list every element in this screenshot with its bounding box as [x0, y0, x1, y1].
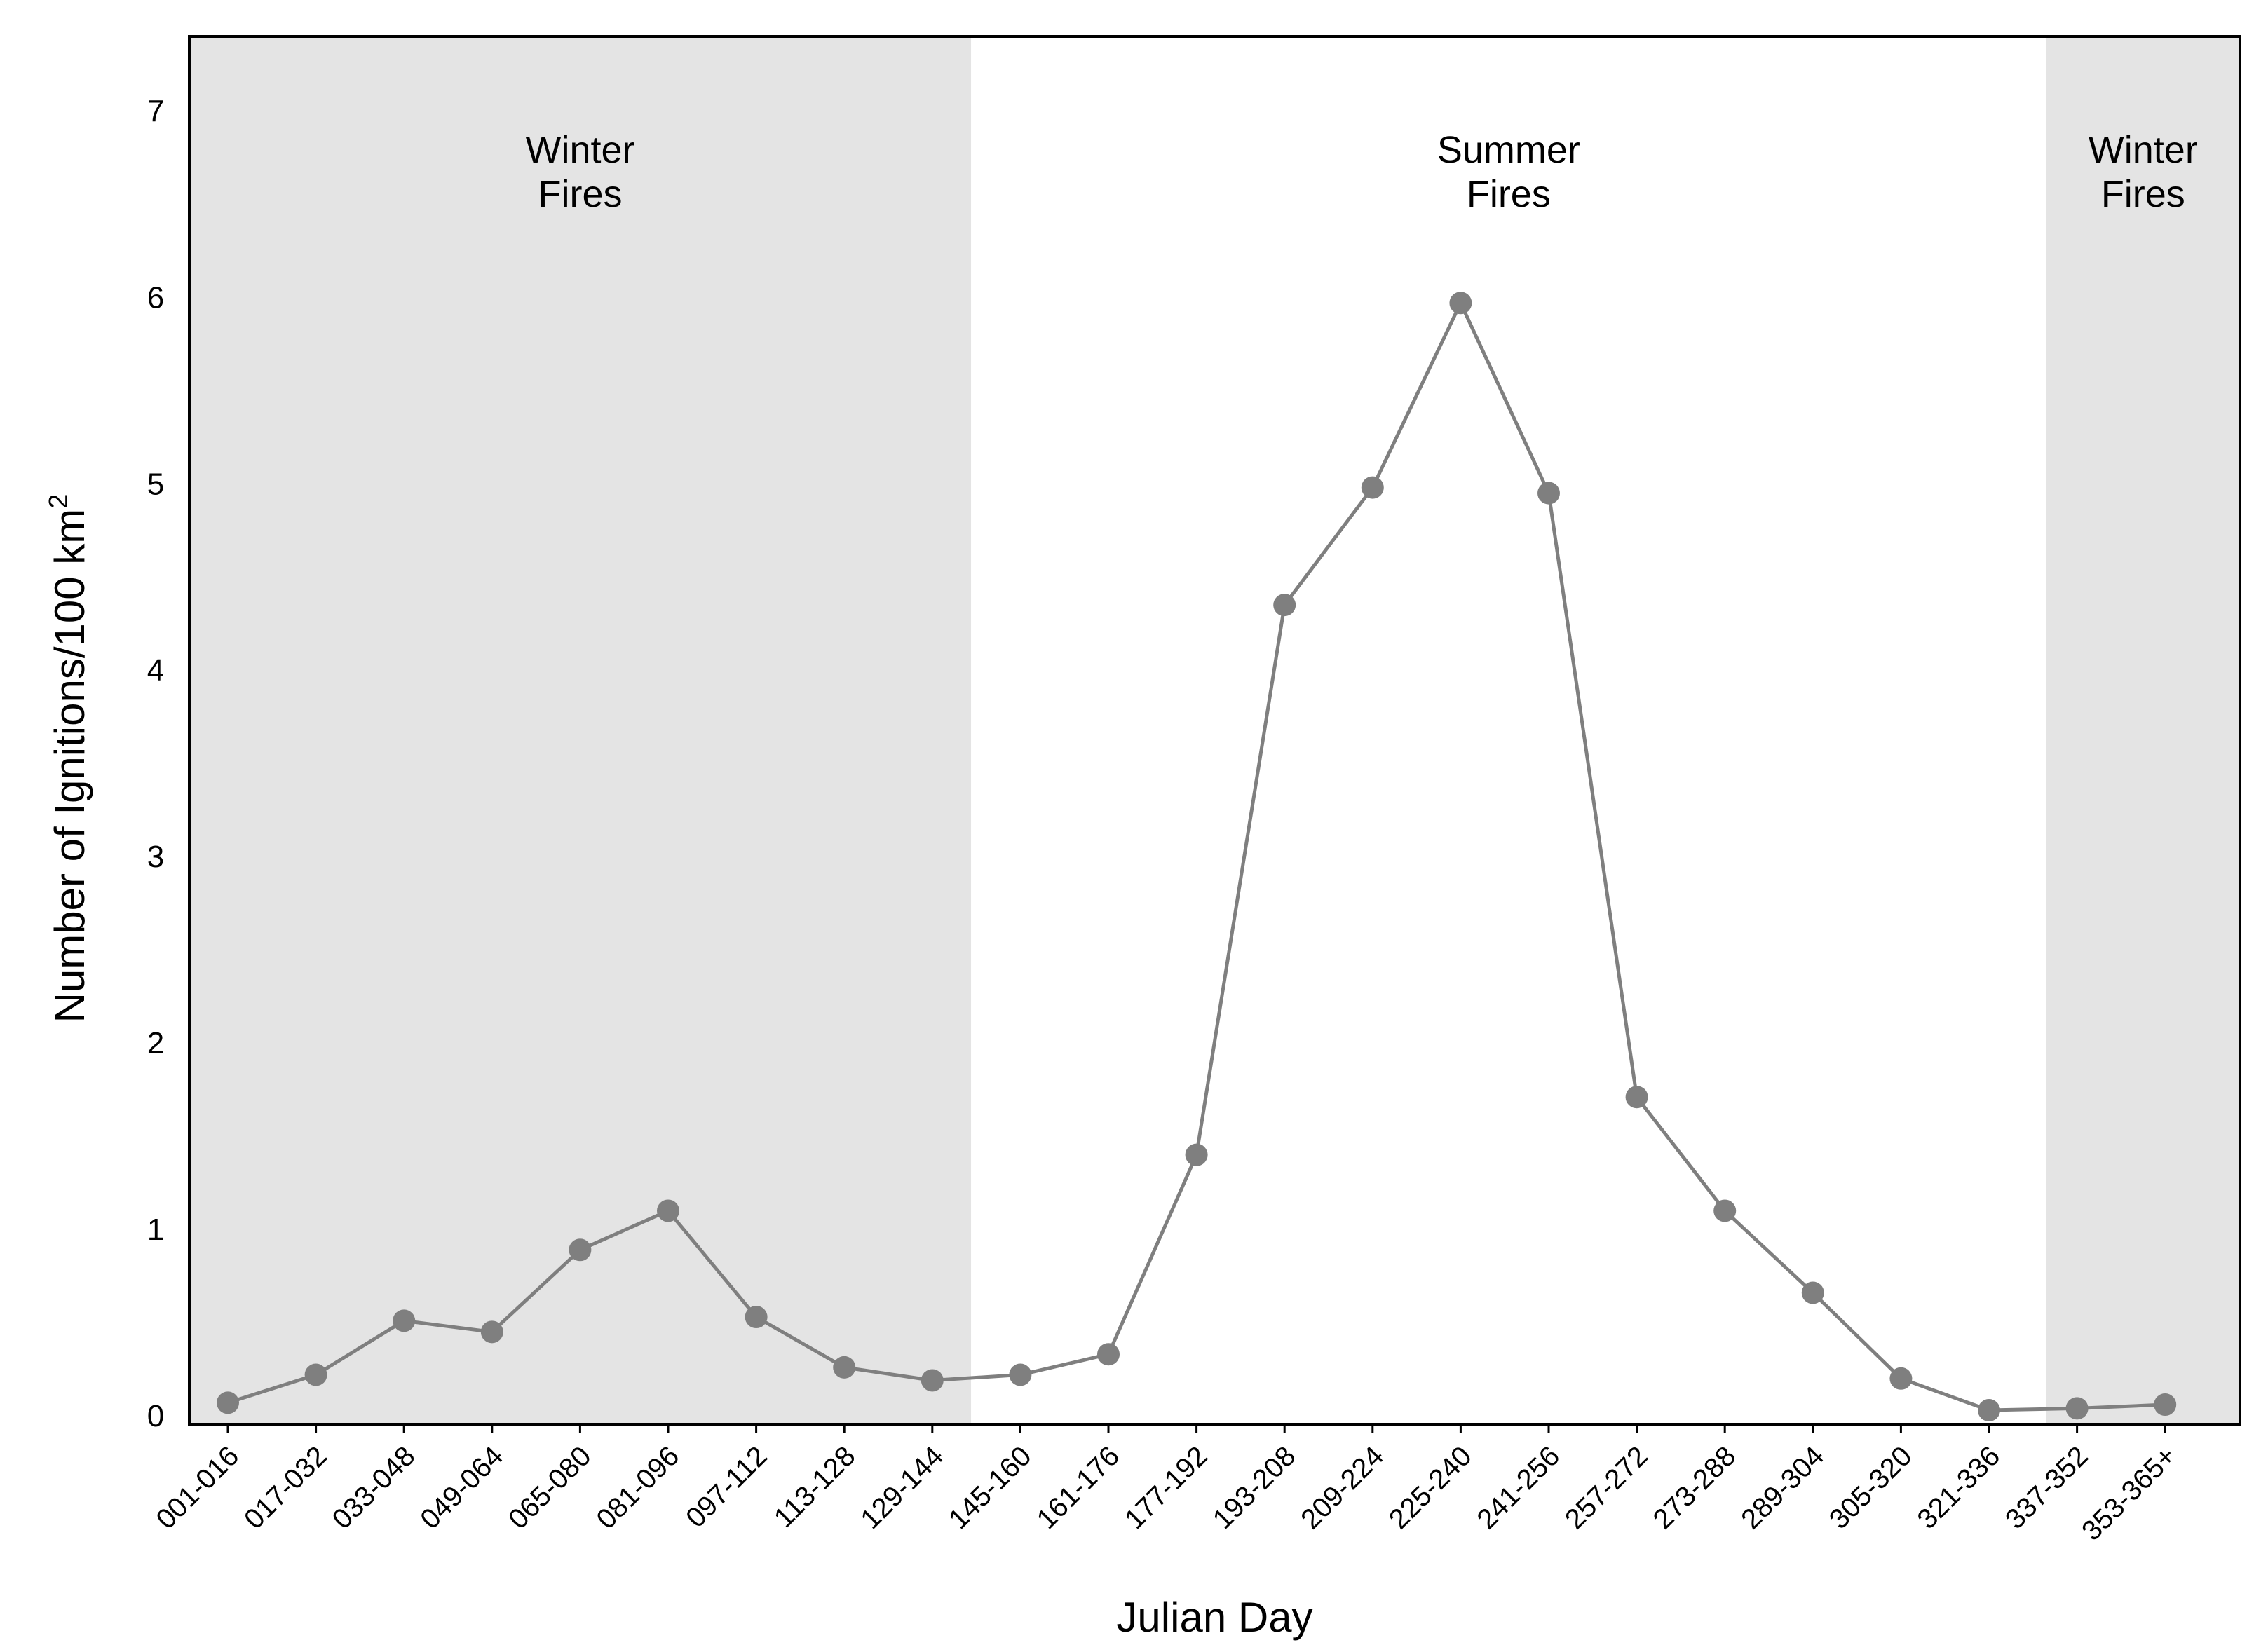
data-point-209-224 — [1361, 476, 1384, 499]
x-tick-label-22: 353-365+ — [2076, 1440, 2182, 1546]
data-point-049-064 — [480, 1320, 503, 1344]
region-shade-2 — [2046, 36, 2240, 1424]
data-point-321-336 — [1978, 1399, 2000, 1422]
y-tick-label-6: 6 — [147, 280, 164, 315]
x-tick-label-0: 001-016 — [150, 1440, 245, 1535]
x-tick-label-13: 209-224 — [1295, 1440, 1390, 1535]
region-label-0-line1: Winter — [526, 129, 635, 171]
x-tick-label-10: 161-176 — [1031, 1440, 1125, 1535]
region-label-2-line1: Winter — [2089, 129, 2198, 171]
y-tick-label-7: 7 — [147, 94, 164, 128]
data-point-353-365+ — [2154, 1393, 2177, 1417]
y-tick-label-4: 4 — [147, 653, 164, 688]
data-point-017-032 — [304, 1363, 327, 1386]
x-tick-label-19: 305-320 — [1824, 1440, 1918, 1535]
x-tick-label-1: 017-032 — [238, 1440, 333, 1535]
data-point-193-208 — [1273, 594, 1296, 617]
x-tick-label-18: 289-304 — [1735, 1440, 1830, 1535]
x-tick-label-20: 321-336 — [1911, 1440, 2006, 1535]
data-point-145-160 — [1009, 1363, 1032, 1386]
data-point-241-256 — [1537, 482, 1560, 505]
x-tick-label-17: 273-288 — [1648, 1440, 1742, 1535]
data-point-257-272 — [1625, 1086, 1648, 1109]
season-regions — [189, 36, 2240, 1424]
y-tick-label-0: 0 — [147, 1399, 164, 1433]
x-tick-label-4: 065-080 — [503, 1440, 597, 1535]
x-tick-label-5: 081-096 — [590, 1440, 685, 1535]
x-axis-ticks: 001-016017-032033-048049-064065-080081-0… — [150, 1424, 2182, 1547]
data-point-001-016 — [217, 1391, 239, 1414]
series-layer — [217, 292, 2177, 1422]
data-point-289-304 — [1801, 1281, 1824, 1304]
x-tick-label-6: 097-112 — [680, 1440, 773, 1534]
region-label-2-line2: Fires — [2101, 173, 2185, 215]
x-tick-label-7: 113-128 — [768, 1440, 862, 1534]
region-label-1-line2: Fires — [1467, 173, 1551, 215]
data-point-129-144 — [921, 1369, 944, 1392]
x-tick-label-16: 257-272 — [1559, 1440, 1654, 1535]
y-tick-label-2: 2 — [147, 1026, 164, 1060]
x-tick-label-12: 193-208 — [1207, 1440, 1302, 1535]
y-axis-title: Number of Ignitions/100 km2 — [44, 494, 93, 1023]
y-axis-title-superscript: 2 — [44, 494, 74, 509]
data-point-177-192 — [1185, 1143, 1208, 1166]
x-axis-title: Julian Day — [1116, 1594, 1312, 1641]
x-tick-label-2: 033-048 — [327, 1440, 421, 1535]
data-point-097-112 — [745, 1306, 768, 1329]
y-axis-ticks: 0 1 2 3 4 5 6 7 — [147, 94, 164, 1433]
y-tick-label-5: 5 — [147, 467, 164, 501]
x-tick-label-8: 129-144 — [855, 1440, 949, 1535]
data-point-033-048 — [393, 1309, 416, 1332]
data-point-113-128 — [833, 1356, 856, 1379]
x-tick-label-14: 225-240 — [1383, 1440, 1478, 1535]
x-tick-label-9: 145-160 — [943, 1440, 1038, 1535]
data-point-225-240 — [1449, 292, 1472, 315]
data-point-305-320 — [1889, 1367, 1913, 1390]
region-shade-0 — [189, 36, 972, 1424]
data-point-337-352 — [2065, 1397, 2089, 1420]
y-axis-title-text: Number of Ignitions/100 km — [46, 509, 93, 1023]
x-tick-label-11: 177-192 — [1119, 1440, 1214, 1535]
y-tick-label-1: 1 — [147, 1213, 164, 1247]
data-point-161-176 — [1097, 1343, 1120, 1366]
data-point-273-288 — [1713, 1199, 1737, 1222]
plot-frame — [188, 35, 2241, 1426]
region-label-0-line2: Fires — [538, 173, 623, 215]
data-point-065-080 — [569, 1238, 592, 1262]
x-tick-label-3: 049-064 — [414, 1440, 509, 1535]
data-point-081-096 — [657, 1199, 679, 1222]
y-tick-label-3: 3 — [147, 840, 164, 874]
x-tick-label-15: 241-256 — [1471, 1440, 1566, 1535]
region-label-1-line1: Summer — [1437, 129, 1580, 171]
